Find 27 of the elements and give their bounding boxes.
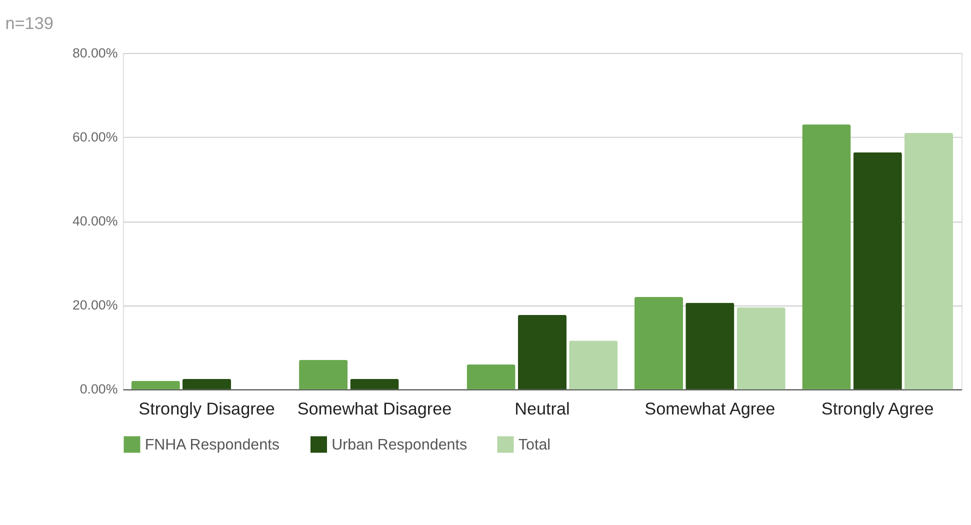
legend-label: Total — [518, 436, 551, 454]
y-tick-label: 0.00% — [80, 382, 118, 397]
bar — [518, 314, 566, 390]
x-tick-label: Somewhat Agree — [644, 398, 776, 419]
bar — [569, 340, 618, 390]
bar — [466, 364, 516, 390]
bar — [736, 307, 786, 390]
x-tick-label: Neutral — [514, 398, 570, 419]
y-tick-label: 20.00% — [72, 298, 118, 313]
bar — [802, 124, 851, 390]
y-tick-label: 60.00% — [72, 129, 118, 144]
bar — [182, 378, 232, 390]
chart-title: n=139 — [5, 13, 54, 34]
bar — [350, 378, 399, 390]
bar — [131, 380, 180, 390]
x-tick-label: Strongly Agree — [821, 398, 934, 419]
bar — [634, 296, 684, 390]
x-tick-label: Somewhat Disagree — [297, 398, 452, 419]
y-tick-label: 80.00% — [72, 45, 118, 60]
legend-label: FNHA Respondents — [144, 436, 280, 454]
y-tick-label: 40.00% — [72, 213, 118, 228]
legend-label: Urban Respondents — [332, 436, 468, 454]
bar — [686, 302, 734, 390]
bar — [904, 132, 954, 390]
bar — [299, 360, 348, 390]
x-tick-label: Strongly Disagree — [138, 398, 275, 419]
bar — [853, 152, 902, 390]
